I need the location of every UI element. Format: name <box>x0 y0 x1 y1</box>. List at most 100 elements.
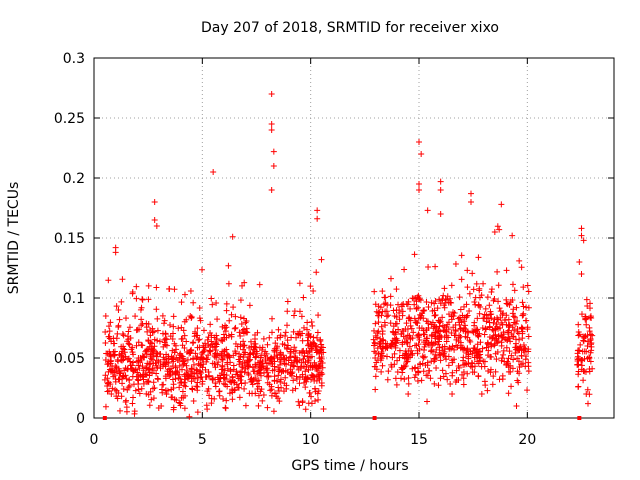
data-point <box>272 390 279 397</box>
data-point <box>433 354 440 361</box>
data-point <box>492 368 499 375</box>
data-point <box>277 350 284 357</box>
data-point <box>301 352 308 359</box>
data-point <box>418 377 425 384</box>
data-point <box>392 344 399 351</box>
data-point <box>421 353 428 360</box>
data-point <box>586 354 593 361</box>
data-point <box>459 346 466 353</box>
data-point <box>464 312 471 319</box>
data-point <box>125 328 132 335</box>
data-point <box>115 358 122 365</box>
data-point <box>406 314 413 321</box>
data-point <box>436 344 443 351</box>
data-point <box>379 362 386 369</box>
data-point <box>392 375 399 382</box>
data-point <box>290 328 297 335</box>
data-point <box>466 307 473 314</box>
data-point <box>232 324 239 331</box>
data-point <box>453 367 460 374</box>
data-point <box>237 333 244 340</box>
data-point <box>403 334 410 341</box>
data-point <box>314 364 321 371</box>
data-point <box>308 371 315 378</box>
data-point <box>498 357 505 364</box>
data-point <box>309 322 316 329</box>
data-point <box>524 387 531 394</box>
data-point <box>194 409 201 416</box>
data-point <box>479 324 486 331</box>
data-point <box>181 332 188 339</box>
data-point <box>184 356 191 363</box>
data-point <box>522 356 529 363</box>
data-point <box>154 350 161 357</box>
data-point <box>120 386 127 393</box>
data-point <box>114 330 121 337</box>
data-point <box>317 358 324 365</box>
data-point <box>147 351 154 358</box>
data-point <box>402 363 409 370</box>
data-point <box>108 391 115 397</box>
x-tick-label: 10 <box>302 432 320 448</box>
data-point <box>443 332 450 339</box>
data-point <box>466 290 473 297</box>
data-point <box>385 368 392 375</box>
data-point <box>293 358 300 365</box>
data-point <box>113 335 120 342</box>
data-point <box>136 390 143 397</box>
data-point <box>101 376 108 383</box>
data-point <box>223 307 230 314</box>
data-point <box>303 375 310 382</box>
data-point <box>462 322 469 329</box>
data-point <box>222 328 229 335</box>
data-point <box>428 333 435 340</box>
data-point <box>503 267 510 274</box>
data-point <box>395 326 402 333</box>
data-point <box>232 348 239 355</box>
data-point <box>510 313 517 320</box>
data-point <box>145 366 152 373</box>
data-point <box>389 337 396 344</box>
data-point <box>584 386 591 393</box>
data-point <box>225 332 232 339</box>
data-point <box>416 181 422 187</box>
data-point <box>284 337 291 344</box>
data-point <box>437 375 444 382</box>
data-point <box>377 343 384 350</box>
data-point <box>471 344 478 351</box>
data-point <box>212 350 219 357</box>
data-point <box>115 365 122 372</box>
data-point <box>220 380 227 387</box>
data-point <box>448 330 455 337</box>
data-point <box>396 316 403 323</box>
data-point <box>311 359 318 366</box>
data-point <box>299 330 306 337</box>
data-point <box>503 296 510 303</box>
data-point <box>145 282 152 289</box>
data-point <box>443 356 450 363</box>
data-point <box>218 356 225 363</box>
data-point <box>244 361 251 368</box>
data-point <box>392 320 399 327</box>
data-point <box>168 394 175 401</box>
data-point <box>138 341 145 348</box>
data-point <box>226 317 233 324</box>
data-point <box>255 377 262 384</box>
data-point <box>371 363 378 370</box>
data-point <box>509 310 516 317</box>
data-point <box>277 376 284 383</box>
data-point <box>492 350 499 357</box>
data-point <box>487 311 494 318</box>
data-point <box>518 264 525 271</box>
data-point <box>464 267 471 274</box>
data-point <box>271 363 278 370</box>
data-point <box>476 287 483 294</box>
data-point <box>417 314 424 321</box>
data-point <box>162 335 169 342</box>
data-point <box>437 328 444 335</box>
data-point <box>225 280 232 287</box>
data-point <box>485 315 492 322</box>
data-point <box>254 386 261 393</box>
data-point <box>385 312 392 319</box>
data-point <box>507 362 514 369</box>
